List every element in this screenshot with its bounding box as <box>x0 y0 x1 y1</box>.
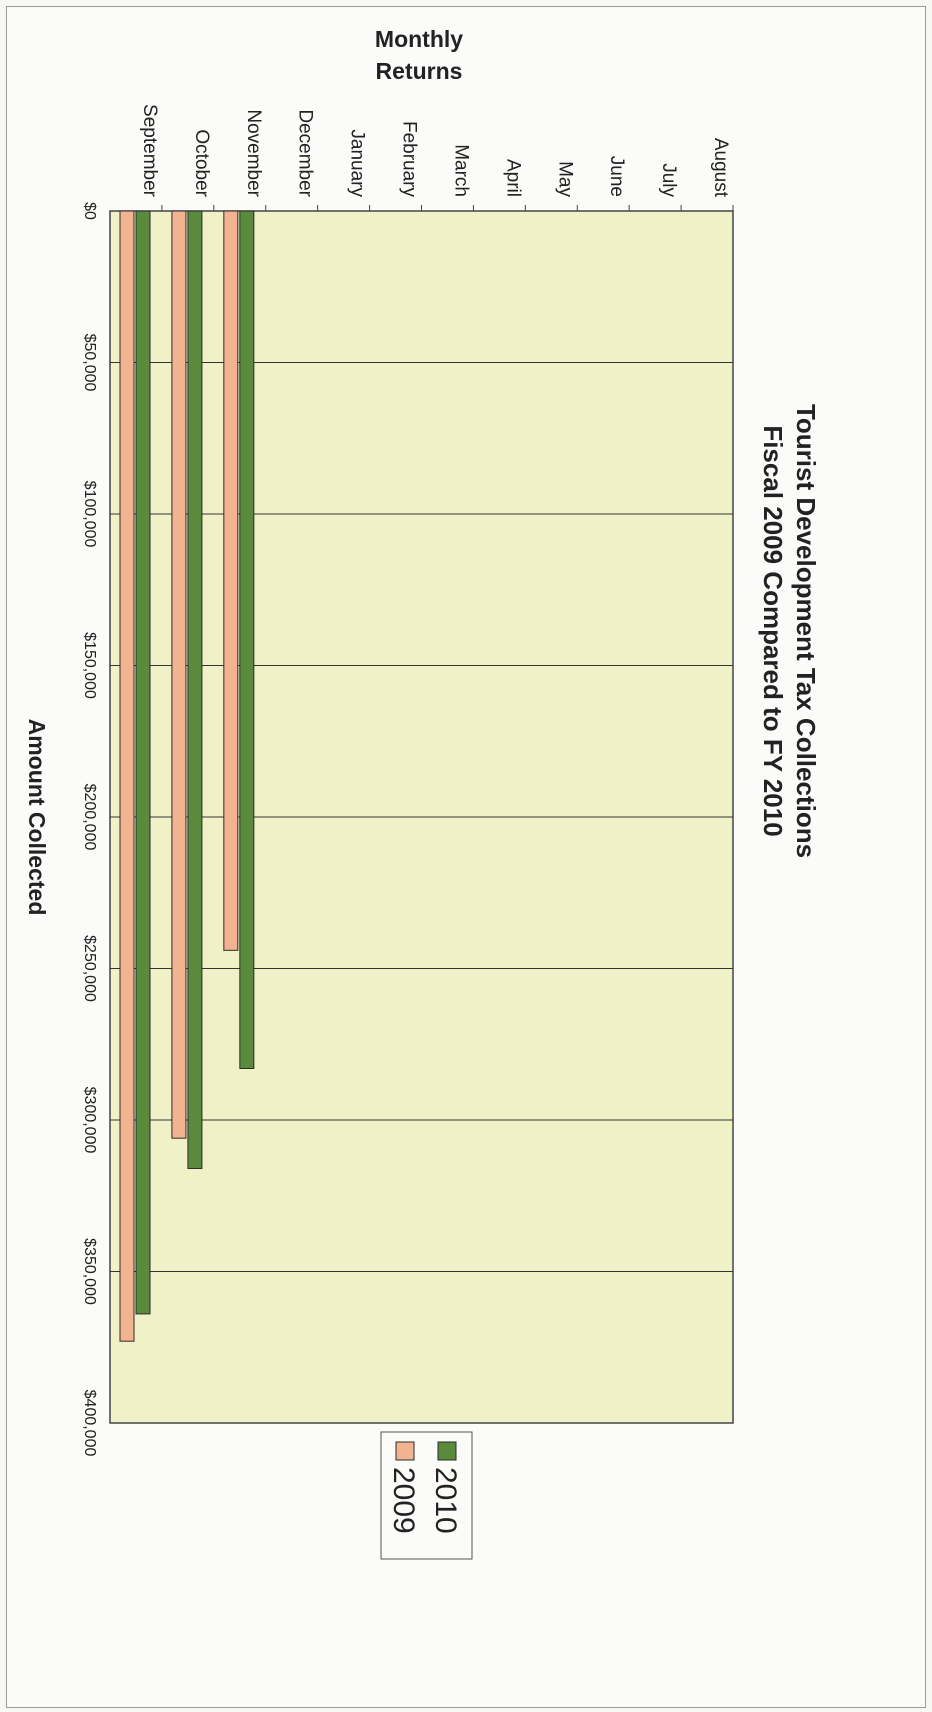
legend-box <box>380 1431 473 1560</box>
value-tick-label: $150,000 <box>81 632 98 699</box>
bars <box>119 210 255 1342</box>
value-tick-label: $100,000 <box>81 481 98 548</box>
category-label-january: January <box>347 129 368 197</box>
value-tick-label: $50,000 <box>81 334 98 392</box>
gridlines <box>110 362 733 1272</box>
value-tick-label: $200,000 <box>81 784 98 851</box>
tax-collections-chart: Tourist Development Tax Collections Fisc… <box>24 26 821 1560</box>
category-label-september: September <box>139 104 160 198</box>
category-label-december: December <box>295 109 316 197</box>
category-label-march: March <box>450 144 471 197</box>
chart-title-group: Tourist Development Tax Collections Fisc… <box>758 404 821 858</box>
bar-2009-september <box>119 210 135 1342</box>
value-tick-label: $350,000 <box>81 1238 98 1305</box>
value-tick-label: $0 <box>81 202 98 220</box>
category-label-june: June <box>606 156 627 197</box>
bar-2009-november <box>223 210 239 951</box>
value-tick-label: $300,000 <box>81 1087 98 1154</box>
category-labels: September October November December January F… <box>139 104 734 211</box>
bar-2010-october <box>187 210 203 1169</box>
legend: 2010 2009 <box>380 1431 473 1560</box>
bar-2009-october <box>171 210 187 1139</box>
x-axis-title-group: Monthly Returns <box>375 26 463 84</box>
x-axis-title-line: Monthly <box>375 26 463 52</box>
chart-frame: Tourist Development Tax Collections Fisc… <box>6 6 926 1708</box>
legend-swatch-2010 <box>437 1441 457 1461</box>
bar-2010-september <box>135 210 151 1315</box>
bar-2010-november <box>239 210 255 1069</box>
category-label-may: May <box>554 161 575 197</box>
chart-title: Tourist Development Tax Collections <box>791 404 821 858</box>
legend-label-2010: 2010 <box>429 1467 462 1534</box>
category-label-november: November <box>243 109 264 197</box>
category-label-july: July <box>658 163 679 197</box>
legend-swatch-2009 <box>395 1441 415 1461</box>
value-tick-label: $250,000 <box>81 935 98 1002</box>
chart-subtitle: Fiscal 2009 Compared to FY 2010 <box>758 425 788 836</box>
value-tick-labels: $0 $50,000 $100,000 $150,000 $200,000 $250,00… <box>81 202 98 1456</box>
category-label-february: February <box>399 121 420 198</box>
category-label-april: April <box>502 159 523 197</box>
x-axis-title-line: Returns <box>376 58 463 84</box>
category-label-august: August <box>710 138 731 198</box>
category-label-october: October <box>191 129 212 197</box>
value-tick-label: $400,000 <box>81 1390 98 1457</box>
legend-label-2009: 2009 <box>387 1467 420 1534</box>
y-axis-title: Amount Collected <box>24 719 50 916</box>
